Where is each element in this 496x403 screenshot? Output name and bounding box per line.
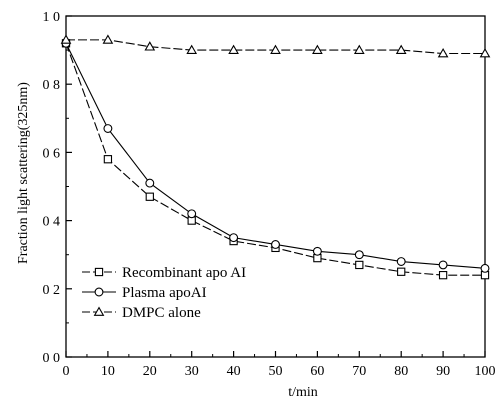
legend: Recombinant apo AI Plasma apoAI DMPC alone [82,265,246,321]
data-point [103,155,113,164]
x-axis-label: t/min [288,385,318,400]
x-axis-ticks: 0 10 20 30 40 50 60 70 80 90 100 [63,351,496,379]
x-tick-label: 20 [143,364,157,379]
legend-label: Plasma apoAI [122,285,207,301]
data-point [187,209,197,219]
y-axis-ticks: 0 0 0 2 0 4 0 6 0 8 1 0 [43,10,72,366]
data-point [145,178,155,188]
data-point [228,44,239,54]
x-tick-label: 100 [475,364,496,379]
x-tick-label: 10 [101,364,115,379]
y-axis-label: Fraction light scattering(325nm) [16,82,31,264]
data-point [355,260,364,270]
series-3 [60,34,491,58]
data-point [229,233,239,243]
data-point [103,124,113,133]
data-point [270,44,281,54]
x-tick-label: 40 [227,364,241,379]
x-tick-label: 0 [63,364,70,379]
data-point [145,192,154,201]
legend-label: Recombinant apo AI [122,265,246,281]
data-point [479,48,491,58]
legend-label: DMPC alone [122,305,201,321]
data-point [396,257,406,266]
y-tick-label: 0 4 [43,215,61,230]
data-point [353,44,365,54]
y-tick-label: 1 0 [43,10,61,25]
legend-item: DMPC alone [82,305,201,321]
data-point [395,44,407,54]
series-layer [60,34,491,280]
x-tick-label: 90 [436,364,450,379]
legend-item: Plasma apoAI [82,285,207,301]
y-tick-label: 0 8 [43,78,61,93]
data-point [271,240,280,249]
legend-marker [94,267,104,277]
x-tick-label: 50 [269,364,283,379]
x-tick-label: 60 [310,364,324,379]
series-2 [61,38,490,273]
data-point [354,250,364,260]
y-tick-label: 0 0 [43,351,61,366]
data-point [312,44,323,54]
data-point [312,246,322,256]
data-point [397,267,406,276]
data-point [437,48,449,58]
legend-marker [94,287,104,297]
data-point [438,260,448,270]
y-tick-label: 0 2 [43,283,61,298]
data-point [480,263,490,273]
legend-marker [93,306,105,316]
data-point [144,41,156,51]
data-point [60,34,72,44]
series-line [65,43,486,269]
data-point [186,44,198,54]
x-tick-label: 30 [185,364,199,379]
y-tick-label: 0 6 [43,146,61,161]
legend-item: Recombinant apo AI [82,265,246,281]
x-tick-label: 70 [352,364,366,379]
x-tick-label: 80 [394,364,408,379]
data-point [102,34,114,44]
data-point [438,271,448,280]
